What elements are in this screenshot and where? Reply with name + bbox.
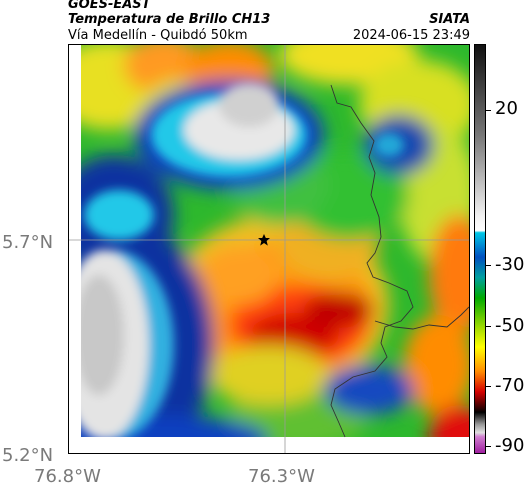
colorbar-tick [486,446,491,447]
colorbar-tick [486,326,491,327]
region-subtitle: Vía Medellín - Quibdó 50km [68,28,248,43]
datetime-label: 2024-06-15 23:49 [352,28,470,43]
colorbar-tick [486,265,491,266]
brightness-temperature-map [68,44,470,454]
colorbar-label: -70 [495,375,525,396]
colorbar-label: -30 [495,254,525,275]
x-tick-76-3: 76.3°W [248,466,315,487]
star-icon [258,234,270,246]
department-boundary [330,84,414,438]
department-boundary-east [374,306,469,330]
colorbar-tick [486,386,491,387]
satellite-name: GOES-EAST [68,0,151,12]
colorbar-label: 20 [495,98,518,119]
colorbar [474,44,486,454]
colorbar-gradient [475,45,485,453]
no-data-left [69,45,81,453]
y-tick-5-2: 5.2°N [2,445,54,466]
no-data-bottom [69,437,469,453]
y-tick-5-7: 5.7°N [2,232,54,253]
colorbar-label: -90 [495,435,525,456]
source-label: SIATA [429,12,470,27]
colorbar-tick [486,110,491,111]
x-tick-76-8: 76.8°W [34,466,101,487]
colorbar-label: -50 [495,315,525,336]
product-title: Temperatura de Brillo CH13 [68,12,271,27]
